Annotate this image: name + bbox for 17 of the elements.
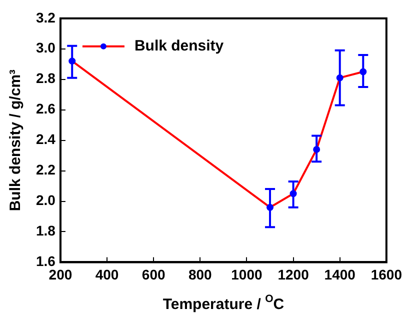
x-tick-label: 600 xyxy=(142,266,166,282)
x-tick-label: 1000 xyxy=(231,266,263,282)
y-tick-label: 2.8 xyxy=(36,70,56,86)
y-axis-title: Bulk density / g/cm³ xyxy=(7,69,24,212)
x-tick-label: 400 xyxy=(95,266,119,282)
legend-label: Bulk density xyxy=(134,38,224,55)
y-tick-label: 2.2 xyxy=(36,162,56,178)
x-tick-label: 1600 xyxy=(370,266,402,282)
y-tick-label: 2.4 xyxy=(36,131,56,148)
y-tick-label: 3.0 xyxy=(36,40,56,56)
y-tick-label: 3.2 xyxy=(36,9,56,26)
y-tick-label: 2.6 xyxy=(36,100,56,117)
y-tick-label: 1.8 xyxy=(36,222,56,239)
x-tick-label: 800 xyxy=(188,266,212,282)
x-tick-label: 1200 xyxy=(278,266,310,282)
y-tick-label: 2.0 xyxy=(36,192,56,208)
x-tick-label: 1400 xyxy=(324,266,356,282)
